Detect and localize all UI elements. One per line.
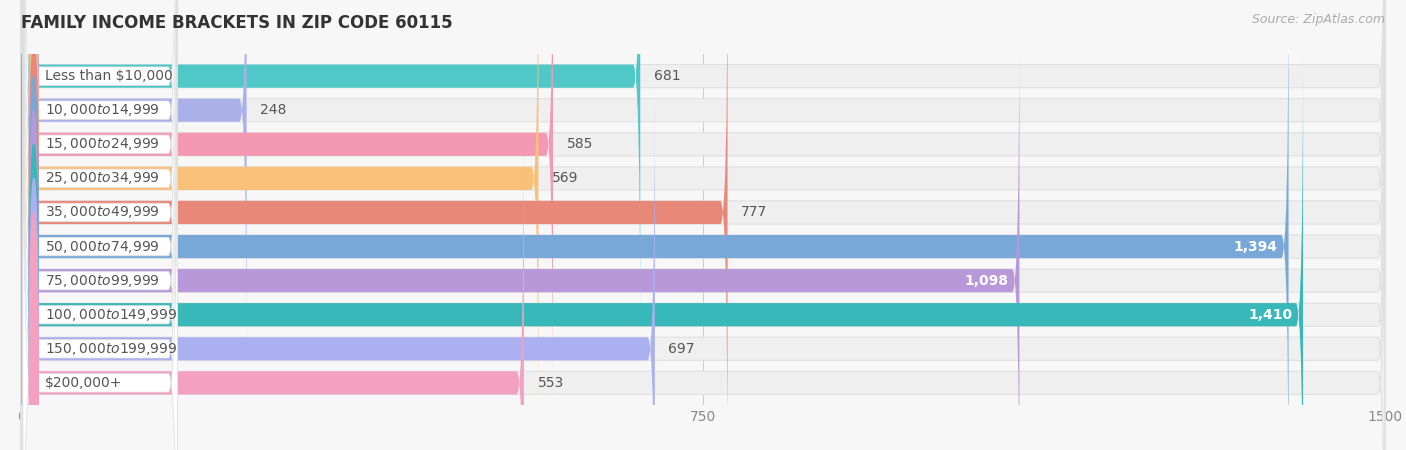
FancyBboxPatch shape bbox=[21, 54, 1303, 450]
Circle shape bbox=[30, 178, 38, 450]
Text: 553: 553 bbox=[537, 376, 564, 390]
FancyBboxPatch shape bbox=[21, 20, 1019, 450]
FancyBboxPatch shape bbox=[21, 88, 655, 450]
Text: 681: 681 bbox=[654, 69, 681, 83]
Circle shape bbox=[30, 8, 38, 349]
Circle shape bbox=[30, 0, 38, 247]
FancyBboxPatch shape bbox=[21, 0, 1288, 450]
Text: $10,000 to $14,999: $10,000 to $14,999 bbox=[45, 102, 159, 118]
FancyBboxPatch shape bbox=[21, 0, 640, 337]
FancyBboxPatch shape bbox=[21, 0, 246, 371]
FancyBboxPatch shape bbox=[21, 0, 538, 439]
FancyBboxPatch shape bbox=[22, 0, 177, 408]
Circle shape bbox=[30, 0, 38, 315]
Text: $150,000 to $199,999: $150,000 to $199,999 bbox=[45, 341, 177, 357]
Text: 585: 585 bbox=[567, 137, 593, 151]
Text: $25,000 to $34,999: $25,000 to $34,999 bbox=[45, 171, 159, 186]
FancyBboxPatch shape bbox=[22, 0, 177, 450]
FancyBboxPatch shape bbox=[21, 0, 1385, 337]
Text: Source: ZipAtlas.com: Source: ZipAtlas.com bbox=[1251, 14, 1385, 27]
FancyBboxPatch shape bbox=[21, 20, 1385, 450]
FancyBboxPatch shape bbox=[22, 51, 177, 450]
FancyBboxPatch shape bbox=[22, 0, 177, 442]
FancyBboxPatch shape bbox=[21, 88, 1385, 450]
FancyBboxPatch shape bbox=[21, 0, 1385, 405]
Text: 777: 777 bbox=[741, 206, 768, 220]
Text: $75,000 to $99,999: $75,000 to $99,999 bbox=[45, 273, 159, 288]
Text: 1,410: 1,410 bbox=[1249, 308, 1292, 322]
FancyBboxPatch shape bbox=[22, 0, 177, 450]
Text: 697: 697 bbox=[668, 342, 695, 356]
Circle shape bbox=[30, 42, 38, 383]
FancyBboxPatch shape bbox=[22, 0, 177, 450]
FancyBboxPatch shape bbox=[21, 0, 553, 405]
FancyBboxPatch shape bbox=[21, 0, 727, 450]
FancyBboxPatch shape bbox=[21, 0, 1385, 371]
FancyBboxPatch shape bbox=[22, 0, 177, 450]
FancyBboxPatch shape bbox=[21, 122, 524, 450]
Circle shape bbox=[30, 212, 38, 450]
Text: 569: 569 bbox=[553, 171, 579, 185]
Text: $100,000 to $149,999: $100,000 to $149,999 bbox=[45, 307, 177, 323]
Text: 1,098: 1,098 bbox=[965, 274, 1008, 288]
Text: $15,000 to $24,999: $15,000 to $24,999 bbox=[45, 136, 159, 152]
Text: $50,000 to $74,999: $50,000 to $74,999 bbox=[45, 238, 159, 255]
FancyBboxPatch shape bbox=[22, 0, 177, 450]
Text: FAMILY INCOME BRACKETS IN ZIP CODE 60115: FAMILY INCOME BRACKETS IN ZIP CODE 60115 bbox=[21, 14, 453, 32]
FancyBboxPatch shape bbox=[21, 0, 1385, 450]
FancyBboxPatch shape bbox=[21, 54, 1385, 450]
Circle shape bbox=[30, 110, 38, 450]
Text: $35,000 to $49,999: $35,000 to $49,999 bbox=[45, 204, 159, 220]
Text: Less than $10,000: Less than $10,000 bbox=[45, 69, 173, 83]
Circle shape bbox=[30, 76, 38, 417]
FancyBboxPatch shape bbox=[21, 0, 1385, 439]
FancyBboxPatch shape bbox=[21, 0, 1385, 450]
Text: 1,394: 1,394 bbox=[1233, 239, 1278, 253]
FancyBboxPatch shape bbox=[21, 122, 1385, 450]
Text: 248: 248 bbox=[260, 103, 287, 117]
Circle shape bbox=[30, 0, 38, 281]
FancyBboxPatch shape bbox=[22, 17, 177, 450]
FancyBboxPatch shape bbox=[22, 0, 177, 450]
Circle shape bbox=[30, 144, 38, 450]
Text: $200,000+: $200,000+ bbox=[45, 376, 122, 390]
